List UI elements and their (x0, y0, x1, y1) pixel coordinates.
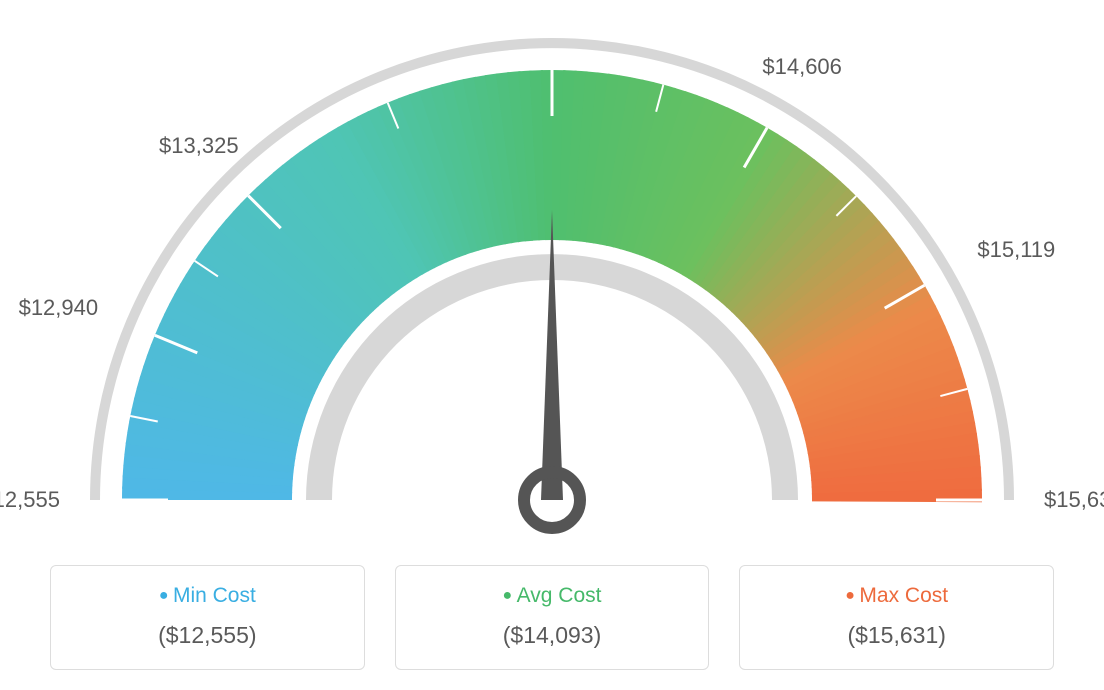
scale-label: $15,119 (977, 237, 1055, 263)
legend-row: Min Cost ($12,555) Avg Cost ($14,093) Ma… (50, 565, 1054, 670)
legend-card-max: Max Cost ($15,631) (739, 565, 1054, 670)
legend-card-avg: Avg Cost ($14,093) (395, 565, 710, 670)
scale-label: $15,631 (1044, 487, 1104, 513)
legend-value-avg: ($14,093) (406, 622, 699, 649)
scale-label: $14,606 (762, 54, 842, 80)
legend-title-min: Min Cost (61, 584, 354, 608)
legend-title-avg: Avg Cost (406, 584, 699, 608)
scale-label: $14,093 (512, 0, 592, 3)
gauge-svg (0, 0, 1104, 540)
legend-value-max: ($15,631) (750, 622, 1043, 649)
scale-label: $13,325 (159, 133, 239, 159)
scale-label: $12,555 (0, 487, 60, 513)
scale-label: $12,940 (19, 295, 99, 321)
legend-value-min: ($12,555) (61, 622, 354, 649)
gauge-chart-container: $12,555 $12,940 $13,325 $14,093 $14,606 $15,1… (0, 0, 1104, 690)
gauge-area: $12,555 $12,940 $13,325 $14,093 $14,606 $15,1… (0, 0, 1104, 540)
legend-card-min: Min Cost ($12,555) (50, 565, 365, 670)
legend-title-max: Max Cost (750, 584, 1043, 608)
